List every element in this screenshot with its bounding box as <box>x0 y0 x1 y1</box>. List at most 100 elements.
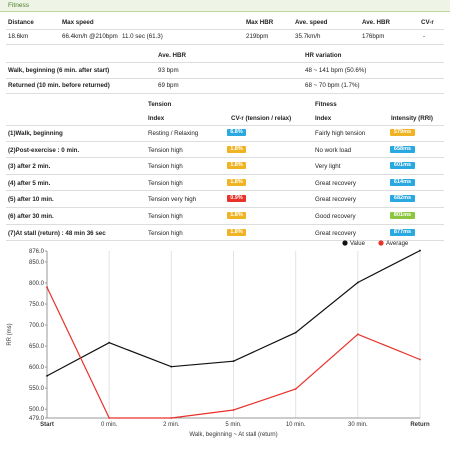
tension-row: (7)At stall (return) : 48 min 36 sec Tens… <box>6 228 444 238</box>
y-tick-label: 800.0 <box>29 281 45 287</box>
cvr-badge: 1.8% <box>227 178 246 186</box>
tension-row: (2)Post-exercise : 0 min. Tension high 1.8… <box>6 145 444 155</box>
tension-row: (3) after 2 min. Tension high 1.8% Very lig… <box>6 162 444 171</box>
fitness-group-label: Fitness <box>315 101 337 108</box>
x-tick-label: Start <box>40 422 54 428</box>
legend-marker <box>342 240 348 246</box>
hbr-row-returned: Returned (10 min. before returned) 69 bp… <box>6 82 444 90</box>
tension-row-index: Tension high <box>148 146 183 154</box>
tension-row: (4) after 5 min. Tension high 1.8% Great re… <box>6 178 444 188</box>
y-axis-label: RR (ms) <box>7 323 13 345</box>
tension-row-label: (4) after 5 min. <box>8 179 51 187</box>
summary-col-cvr: CV-r <box>421 19 434 26</box>
series-point-average <box>294 388 297 390</box>
hbr-col-variation: HR variation <box>305 52 342 59</box>
intensity-badge: 801ms <box>390 212 415 219</box>
summary-ave-speed: 35.7km/h <box>295 33 321 40</box>
tension-row-label: (6) after 30 min. <box>8 213 54 220</box>
series-point-value <box>356 281 359 284</box>
intensity-badge: 658ms <box>390 145 415 153</box>
cvr-badge: 6.8% <box>227 129 246 136</box>
series-point-value <box>170 365 173 368</box>
fitness-row-index: Great recovery <box>315 179 356 187</box>
fitness-col-index: Index <box>315 115 332 122</box>
hbr-row-variation: 48 ~ 141 bpm (50.6%) <box>305 67 367 74</box>
fitness-row-index: Very light <box>315 163 341 171</box>
hbr-row-variation: 68 ~ 70 bpm (1.7%) <box>305 82 360 89</box>
tension-row-index: Tension high <box>148 163 183 171</box>
intensity-badge: 682ms <box>390 195 415 203</box>
hbr-row-label: Walk, beginning (6 min. after start) <box>8 67 110 74</box>
summary-col-distance: Distance <box>8 19 34 26</box>
summary-max-hbr: 219bpm <box>246 33 269 40</box>
hbr-row-walk: Walk, beginning (6 min. after start) 93 … <box>6 67 444 75</box>
legend-marker <box>378 240 384 246</box>
series-point-average <box>356 333 359 336</box>
tension-row: (5) after 10 min. Tension very high 0.9% Gr… <box>6 195 444 204</box>
fitness-row-index: Fairly high tension <box>315 130 366 137</box>
cvr-badge: 0.9% <box>227 195 246 203</box>
x-axis-label: Walk, beginning ~ At stall (return) <box>189 432 277 438</box>
summary-col-max-speed: Max speed <box>62 19 94 26</box>
summary-value-row: 18.6km 66.4km/h @210bpm 11.0 sec (61.3) … <box>6 33 444 41</box>
series-point-value <box>108 341 111 344</box>
intensity-badge: 614ms <box>390 178 415 186</box>
hbr-row-avg: 93 bpm <box>158 67 179 74</box>
hbr-header-row: Ave. HBR HR variation <box>6 52 444 60</box>
series-point-average <box>232 409 235 411</box>
tension-row-index: Tension high <box>148 179 183 187</box>
y-tick-label: 700.0 <box>29 323 45 329</box>
series-point-average <box>170 417 173 419</box>
y-tick-label: 600.0 <box>29 365 45 371</box>
summary-cvr: - <box>423 33 426 40</box>
tension-col-index: Index <box>148 115 165 122</box>
x-tick-label: 5 min. <box>225 422 242 428</box>
y-tick-label: 750.0 <box>29 302 45 308</box>
tension-row: (1)Walk, beginning Resting / Relaxing 6.8%… <box>6 129 444 138</box>
summary-max-speed-time: 11.0 sec (61.3) <box>122 33 163 40</box>
summary-col-ave-hbr: Ave. HBR <box>362 19 390 26</box>
tension-row-index: Tension high <box>148 229 183 237</box>
intensity-badge: 877ms <box>390 228 415 236</box>
y-tick-label: 550.0 <box>29 386 45 392</box>
series-point-average <box>46 286 48 289</box>
section-header: Fitness <box>0 0 450 12</box>
tension-row-index: Tension high <box>148 213 183 220</box>
cvr-badge: 1.8% <box>227 212 246 219</box>
fitness-row-index: Great recovery <box>315 196 356 204</box>
rr-line-chart: 479.0 500.0 550.0 600.0 650.0 700.0 750.0 800.0… <box>7 240 430 438</box>
tension-row-label: (5) after 10 min. <box>8 196 54 204</box>
tension-col-cvr: CV-r (tension / relax) <box>231 115 292 122</box>
cvr-badge: 1.8% <box>227 145 246 153</box>
y-tick-label: 650.0 <box>29 344 45 350</box>
series-point-value <box>419 249 421 252</box>
tension-row-label: (3) after 2 min. <box>8 163 51 171</box>
series-point-value <box>46 375 48 377</box>
summary-header-row: Distance Max speed Max HBR Ave. speed Av… <box>6 19 444 27</box>
series-point-average <box>419 358 421 361</box>
tension-group-row: Tension Fitness <box>6 101 444 109</box>
tension-row-label: (1)Walk, beginning <box>8 130 63 137</box>
fitness-row-index: Good recovery <box>315 213 356 220</box>
tension-group-label: Tension <box>148 101 172 108</box>
tension-row-label: (7)At stall (return) : 48 min 36 sec <box>8 229 106 237</box>
summary-max-speed: 66.4km/h @210bpm <box>62 33 118 40</box>
x-tick-label: 10 min. <box>286 422 306 428</box>
x-tick-label: 30 min. <box>348 422 368 428</box>
fitness-col-intensity: Intensity (RRI) <box>391 115 433 122</box>
summary-distance: 18.6km <box>8 33 29 40</box>
series-point-value <box>232 360 235 363</box>
x-tick-label: 2 min. <box>163 422 180 428</box>
fitness-row-index: Great recovery <box>315 229 356 237</box>
y-tick-label: 479.0 <box>29 416 45 422</box>
section-title: Fitness <box>8 2 29 9</box>
y-tick-label: 876.0 <box>29 249 45 255</box>
summary-col-ave-speed: Ave. speed <box>295 19 328 26</box>
tension-row-label: (2)Post-exercise : 0 min. <box>8 146 80 154</box>
series-point-value <box>294 331 297 334</box>
y-tick-label: 850.0 <box>29 260 45 266</box>
hbr-row-label: Returned (10 min. before returned) <box>8 82 110 89</box>
cvr-badge: 1.8% <box>227 228 246 236</box>
tension-row: (6) after 30 min. Tension high 1.8% Good re… <box>6 212 444 221</box>
tension-row-index: Resting / Relaxing <box>148 130 199 137</box>
